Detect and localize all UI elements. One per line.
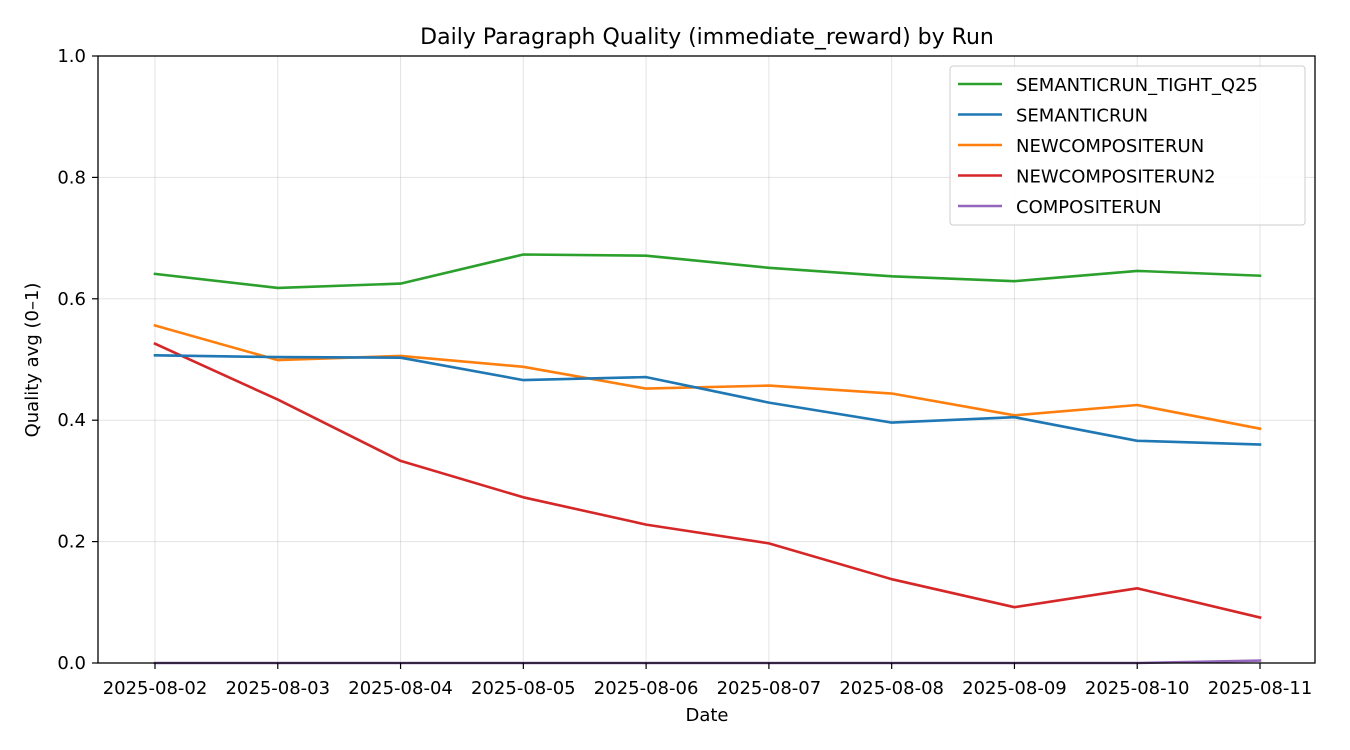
legend-label: SEMANTICRUN_TIGHT_Q25 [1016,75,1258,96]
legend-label: NEWCOMPOSITERUN2 [1016,167,1216,188]
axis-ticks: 2025-08-02 2025-08-03 2025-08-04 2025-08-05… [57,46,1312,699]
series-lines [153,253,1262,665]
legend-label: SEMANTICRUN [1016,106,1148,127]
y-tick-label: 0.8 [57,167,86,188]
y-tick-label: 0.6 [57,289,86,310]
legend: SEMANTICRUN_TIGHT_Q25 SEMANTICRUN NEWCOMPO… [949,65,1306,226]
x-tick-label: 2025-08-06 [594,678,699,699]
x-tick-label: 2025-08-09 [962,678,1067,699]
x-tick-label: 2025-08-08 [839,678,944,699]
x-tick-label: 2025-08-05 [471,678,576,699]
legend-box [949,65,1306,226]
x-tick-label: 2025-08-11 [1208,678,1313,699]
chart-title: Daily Paragraph Quality (immediate_rewar… [420,25,994,50]
y-tick-label: 1.0 [57,46,86,67]
x-axis-title: Date [685,705,728,726]
legend-label: NEWCOMPOSITERUN [1016,136,1204,157]
series-line-semanticrun [153,353,1262,446]
x-tick-label: 2025-08-07 [717,678,822,699]
y-tick-label: 0.0 [57,653,86,674]
x-tick-label: 2025-08-02 [103,678,208,699]
y-axis-title: Quality avg (0–1) [22,283,43,438]
x-tick-label: 2025-08-03 [225,678,330,699]
y-tick-label: 0.2 [57,532,86,553]
plot-frame [97,55,1316,664]
x-tick-label: 2025-08-04 [348,678,453,699]
legend-label: COMPOSITERUN [1016,197,1162,218]
x-tick-label: 2025-08-10 [1085,678,1190,699]
y-tick-label: 0.4 [57,410,86,431]
series-line-semanticrun-tight-q25 [153,253,1262,290]
series-line-newcompositerun2 [153,341,1262,620]
